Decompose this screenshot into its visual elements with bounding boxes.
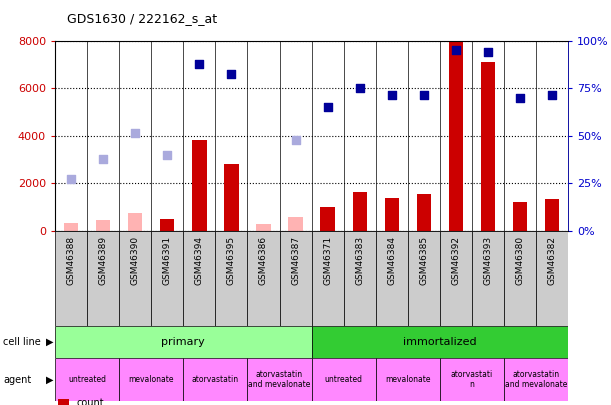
Bar (55, 326, 312, 358)
Bar (417, 194, 431, 231)
Bar (288, 217, 303, 231)
Bar (55, 231, 87, 326)
Point (387, 92, 397, 98)
Text: GSM46384: GSM46384 (387, 236, 397, 285)
Text: GSM46392: GSM46392 (452, 236, 461, 285)
Point (355, 85, 365, 92)
Bar (192, 141, 207, 231)
Point (130, 130, 140, 136)
Text: ▶: ▶ (46, 337, 53, 347)
Point (163, 151, 172, 158)
Text: mevalonate: mevalonate (128, 375, 174, 384)
Bar (64, 222, 78, 231)
Text: ▶: ▶ (46, 375, 53, 385)
Bar (216, 231, 247, 326)
Text: atorvastatin: atorvastatin (192, 375, 239, 384)
Point (98, 156, 108, 163)
Bar (513, 202, 527, 231)
Text: GSM46385: GSM46385 (419, 236, 428, 285)
Bar (152, 231, 183, 326)
Bar (343, 231, 376, 326)
Point (194, 61, 204, 68)
Bar (128, 213, 142, 231)
Bar (312, 231, 343, 326)
Text: cell line: cell line (3, 337, 41, 347)
Point (227, 70, 236, 77)
Bar (224, 164, 239, 231)
Text: primary: primary (161, 337, 205, 347)
Bar (440, 358, 504, 401)
Text: GDS1630 / 222162_s_at: GDS1630 / 222162_s_at (67, 12, 218, 25)
Bar (96, 220, 111, 231)
Text: GSM46382: GSM46382 (547, 236, 557, 285)
Bar (247, 231, 280, 326)
Text: count: count (76, 398, 104, 405)
Text: atorvastati
n: atorvastati n (451, 370, 493, 389)
Text: GSM46371: GSM46371 (323, 236, 332, 285)
Text: GSM46386: GSM46386 (259, 236, 268, 285)
Bar (504, 358, 568, 401)
Bar (481, 62, 496, 231)
Bar (312, 358, 376, 401)
Bar (320, 207, 335, 231)
Point (419, 92, 429, 98)
Text: GSM46391: GSM46391 (163, 236, 172, 285)
Point (451, 47, 461, 53)
Bar (536, 231, 568, 326)
Bar (160, 219, 175, 231)
Text: GSM46394: GSM46394 (195, 236, 204, 285)
Text: GSM46387: GSM46387 (291, 236, 300, 285)
Bar (280, 231, 312, 326)
Bar (256, 224, 271, 231)
Bar (247, 358, 312, 401)
Point (66, 175, 76, 182)
Point (323, 104, 332, 111)
Bar (384, 198, 399, 231)
Bar (448, 40, 463, 231)
Text: GSM46383: GSM46383 (355, 236, 364, 285)
Text: GSM46395: GSM46395 (227, 236, 236, 285)
Text: agent: agent (3, 375, 31, 385)
Point (483, 49, 493, 55)
Bar (376, 358, 440, 401)
Text: immortalized: immortalized (403, 337, 477, 347)
Bar (119, 231, 152, 326)
Text: atorvastatin
and mevalonate: atorvastatin and mevalonate (505, 370, 568, 389)
Text: GSM46393: GSM46393 (483, 236, 492, 285)
Point (291, 137, 301, 144)
Bar (440, 231, 472, 326)
Bar (183, 358, 247, 401)
Point (515, 94, 525, 101)
Text: atorvastatin
and mevalonate: atorvastatin and mevalonate (248, 370, 311, 389)
Text: mevalonate: mevalonate (385, 375, 431, 384)
Text: GSM46388: GSM46388 (67, 236, 76, 285)
Bar (87, 231, 119, 326)
Bar (353, 192, 367, 231)
Bar (55, 358, 119, 401)
Bar (376, 231, 408, 326)
Bar (504, 231, 536, 326)
Bar (312, 326, 568, 358)
Bar (545, 199, 560, 231)
Text: GSM46390: GSM46390 (131, 236, 140, 285)
Text: untreated: untreated (324, 375, 363, 384)
Text: untreated: untreated (68, 375, 106, 384)
Bar (472, 231, 504, 326)
Point (547, 92, 557, 98)
Text: GSM46389: GSM46389 (98, 236, 108, 285)
Bar (183, 231, 216, 326)
Text: GSM46380: GSM46380 (516, 236, 525, 285)
Bar (408, 231, 440, 326)
Bar (119, 358, 183, 401)
